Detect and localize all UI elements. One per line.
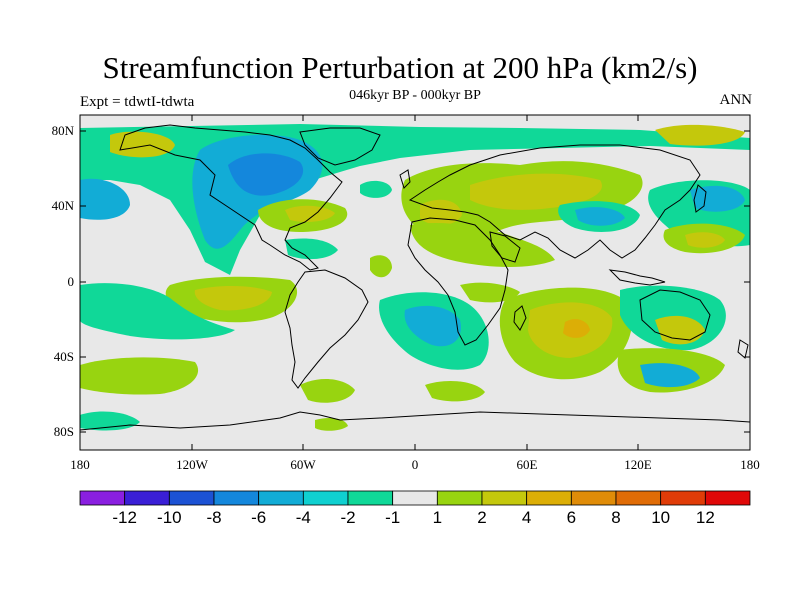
colorbar-box	[615, 490, 662, 506]
lon-label-180e: 180	[740, 457, 760, 472]
coast-australia	[639, 289, 711, 341]
contour-blob-mediterranean	[420, 199, 462, 226]
lat-label-40s: 40S	[54, 349, 74, 364]
contour-blob-atlantic-core	[285, 205, 335, 222]
coast-madagascar	[513, 305, 527, 331]
contour-blob-africa-north	[410, 222, 555, 267]
contour-blob-pacific-nw	[80, 178, 130, 220]
colorbar: -12 -10 -8 -6 -4 -2 -1 1 2 4 6 8 10 12	[79, 490, 751, 527]
coast-south-america	[284, 269, 369, 389]
colorbar-label: -6	[251, 508, 266, 527]
colorbar-box	[347, 490, 394, 506]
colorbar-label: 1	[433, 508, 442, 527]
colorbar-label: -10	[157, 508, 182, 527]
colorbar-box	[168, 490, 215, 506]
contour-blob-wpac-pos-core	[685, 232, 725, 248]
lon-label-0: 0	[412, 457, 419, 472]
contour-blob-atlantic-neg	[360, 180, 392, 198]
contour-blob-south-atl-core	[404, 305, 461, 347]
colorbar-box	[79, 490, 126, 506]
lon-label-120e: 120E	[624, 457, 652, 472]
colorbar-label: -4	[296, 508, 311, 527]
colorbar-label: 4	[522, 508, 531, 527]
contour-blob-south-indian-neg	[640, 363, 700, 388]
experiment-label: Expt = tdwtI-tdwta	[80, 94, 195, 110]
colorbar-box	[302, 490, 349, 506]
season-label: ANN	[719, 92, 753, 108]
colorbar-box	[436, 490, 483, 506]
colorbar-label: 6	[567, 508, 576, 527]
coast-new-zealand	[737, 339, 749, 359]
coast-arabia	[489, 231, 521, 263]
lon-ticks	[79, 115, 751, 450]
lat-tick-labels: 80N 40N 0 40S 80S	[52, 123, 75, 439]
coast-uk	[399, 169, 411, 189]
field-contours	[80, 124, 750, 431]
contour-blob-india-neg	[575, 207, 625, 226]
colorbar-label: -12	[112, 508, 137, 527]
lat-label-80s: 80S	[54, 424, 74, 439]
contour-blob-arctic-pos	[655, 124, 745, 146]
contour-blob-canada-2	[228, 153, 304, 196]
coastlines	[80, 124, 750, 431]
lon-label-60w: 60W	[290, 457, 316, 472]
coast-japan	[693, 184, 707, 213]
contour-blob-indian-ocean-peak	[563, 319, 590, 338]
colorbar-label: 2	[477, 508, 486, 527]
colorbar-box	[481, 490, 528, 506]
colorbar-labels: -12 -10 -8 -6 -4 -2 -1 1 2 4 6 8 10 12	[112, 508, 714, 527]
coast-north-america	[119, 124, 343, 271]
contour-blob-eurasia-core	[470, 173, 602, 210]
lat-label-80n: 80N	[52, 123, 75, 138]
plot-title: Streamfunction Perturbation at 200 hPa (…	[102, 50, 698, 85]
lon-label-60e: 60E	[517, 457, 538, 472]
contour-blob-caribbean	[285, 238, 338, 260]
colorbar-box	[392, 490, 438, 506]
coast-africa	[407, 217, 509, 346]
coast-antarctica	[80, 411, 750, 431]
plot-subtitle: 046kyr BP - 000kyr BP	[349, 88, 481, 103]
colorbar-box	[526, 490, 572, 506]
colorbar-box	[258, 490, 304, 506]
contour-blob-south-atl-pos-2	[425, 380, 485, 402]
contour-blob-south-pac-pos	[80, 357, 199, 395]
lat-label-40n: 40N	[52, 198, 75, 213]
colorbar-label: 10	[651, 508, 670, 527]
lon-label-120w: 120W	[176, 457, 209, 472]
colorbar-box	[660, 490, 706, 506]
colorbar-box	[124, 490, 170, 506]
contour-blob-cap-verde	[370, 255, 392, 278]
lat-label-0: 0	[68, 274, 75, 289]
contour-blob-east-pac-core	[194, 286, 272, 311]
lon-tick-labels: 180 120W 60W 0 60E 120E 180	[70, 457, 760, 472]
coast-indonesia	[608, 269, 666, 286]
contour-blob-australia-pos	[655, 315, 705, 345]
colorbar-box	[704, 490, 751, 506]
colorbar-boxes	[79, 490, 751, 506]
colorbar-box	[213, 490, 260, 506]
colorbar-label: -1	[385, 508, 400, 527]
colorbar-label: 12	[696, 508, 715, 527]
lon-label-180w: 180	[70, 457, 90, 472]
colorbar-label: 8	[611, 508, 620, 527]
coast-greenland	[299, 127, 381, 166]
lat-ticks	[80, 130, 750, 433]
colorbar-label: -2	[340, 508, 355, 527]
contour-blob-antarctic-pos	[315, 418, 348, 431]
contour-blob-south-atl-pos	[300, 378, 355, 403]
coast-eurasia	[408, 144, 701, 259]
colorbar-box	[570, 490, 617, 506]
contour-blob-npacific-pos	[110, 131, 175, 158]
contour-band-south-pac-neg	[80, 283, 235, 340]
colorbar-label: -8	[206, 508, 221, 527]
